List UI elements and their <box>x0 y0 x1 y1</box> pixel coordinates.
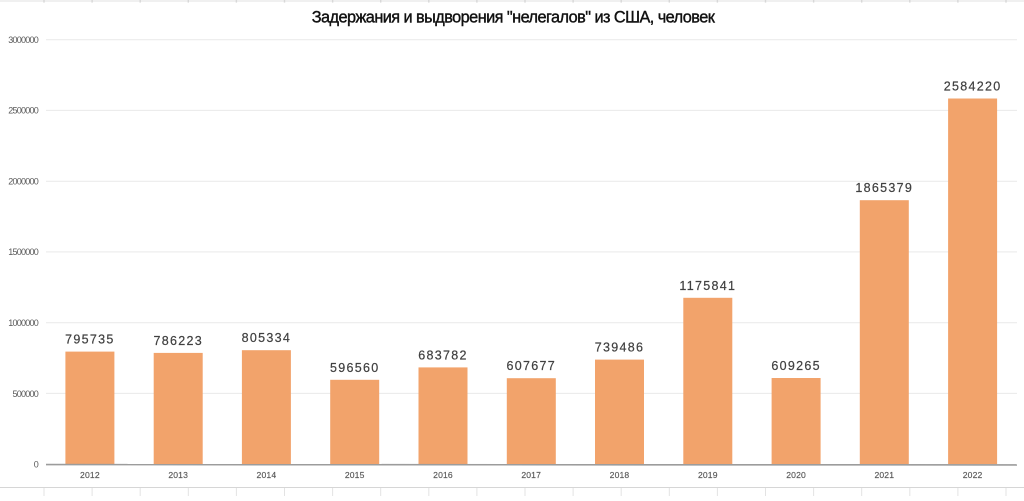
svg-text:2012: 2012 <box>80 470 100 480</box>
svg-text:607677: 607677 <box>506 359 556 373</box>
svg-text:2013: 2013 <box>168 470 188 480</box>
svg-text:2022: 2022 <box>963 470 983 480</box>
svg-text:609265: 609265 <box>771 359 821 373</box>
svg-text:2014: 2014 <box>257 470 277 480</box>
svg-text:2021: 2021 <box>874 470 894 480</box>
svg-text:0: 0 <box>34 460 39 470</box>
svg-text:795735: 795735 <box>65 333 115 347</box>
svg-text:Задержания и выдворения "нелег: Задержания и выдворения "нелегалов" из С… <box>312 9 716 27</box>
svg-text:786223: 786223 <box>153 334 203 348</box>
svg-text:2020: 2020 <box>786 470 806 480</box>
svg-text:2018: 2018 <box>610 470 630 480</box>
svg-text:805334: 805334 <box>242 331 292 345</box>
svg-text:739486: 739486 <box>595 341 645 355</box>
svg-text:2584220: 2584220 <box>944 80 1002 94</box>
svg-text:683782: 683782 <box>418 348 468 362</box>
svg-text:1500000: 1500000 <box>8 247 39 257</box>
svg-text:1175841: 1175841 <box>679 279 736 293</box>
svg-text:1865379: 1865379 <box>855 181 913 195</box>
svg-text:2015: 2015 <box>345 470 365 480</box>
svg-text:2016: 2016 <box>433 470 453 480</box>
svg-text:2500000: 2500000 <box>8 106 39 116</box>
svg-text:2017: 2017 <box>521 470 541 480</box>
svg-text:3000000: 3000000 <box>8 35 39 45</box>
svg-text:1000000: 1000000 <box>8 318 39 328</box>
svg-text:2000000: 2000000 <box>8 177 39 187</box>
svg-text:500000: 500000 <box>12 389 38 399</box>
svg-text:596560: 596560 <box>330 361 380 375</box>
svg-text:2019: 2019 <box>698 470 718 480</box>
